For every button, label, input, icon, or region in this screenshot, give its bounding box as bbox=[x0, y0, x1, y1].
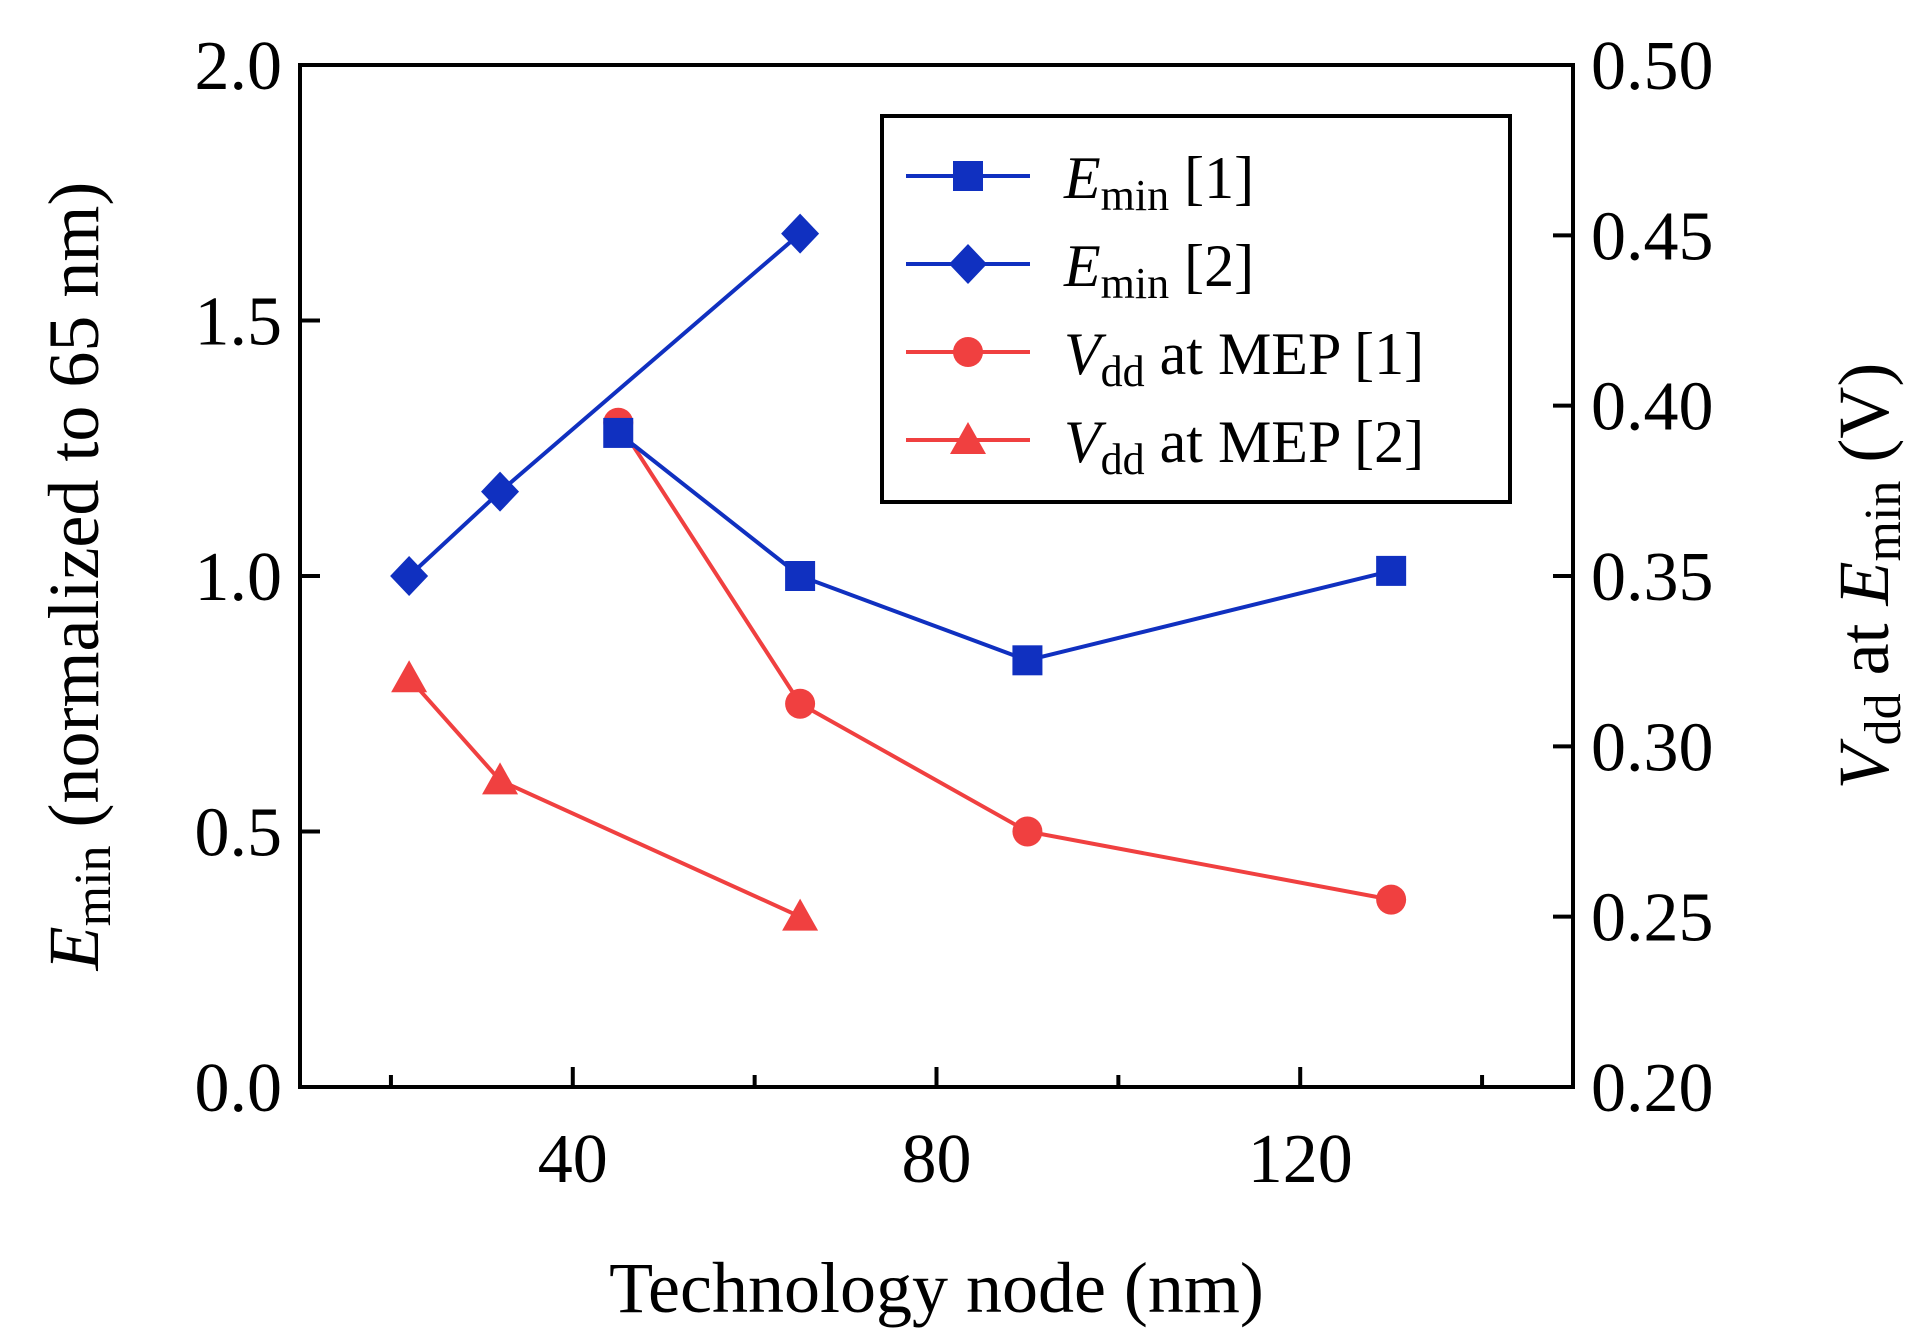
legend-marker-circle bbox=[953, 337, 983, 367]
y2-tick-label: 0.40 bbox=[1591, 369, 1714, 446]
y2-axis-title-sub2: min bbox=[1855, 481, 1912, 562]
x-tick-label: 80 bbox=[902, 1121, 972, 1198]
legend-label-var: V bbox=[1064, 321, 1107, 387]
y2-tick-label: 0.50 bbox=[1591, 28, 1714, 105]
data-point-diamond bbox=[390, 556, 429, 596]
y2-tick-label: 0.20 bbox=[1591, 1050, 1714, 1127]
legend-entry: Vdd at MEP [2] bbox=[906, 409, 1424, 484]
y2-tick-label: 0.35 bbox=[1591, 539, 1714, 616]
y-tick-label: 1.0 bbox=[195, 539, 283, 616]
y2-axis-title: Vdd at Emin (V) bbox=[1824, 363, 1912, 790]
data-point-diamond bbox=[781, 213, 820, 254]
data-point-triangle bbox=[391, 660, 428, 693]
y-axis-title-rest: (normalized to 65 nm) bbox=[34, 182, 114, 846]
legend-label: Vdd at MEP [2] bbox=[1064, 409, 1424, 484]
y-tick-label: 2.0 bbox=[195, 28, 283, 105]
legend-marker-triangle bbox=[950, 422, 986, 454]
legend-label-rest: [1] bbox=[1169, 145, 1254, 211]
y-axis-title: Emin (normalized to 65 nm) bbox=[34, 182, 122, 972]
legend: Emin [1]Emin [2]Vdd at MEP [1]Vdd at MEP… bbox=[880, 114, 1512, 504]
series-line-2 bbox=[616, 421, 1392, 902]
axis-ticks: 40 80 120 0.0 0.5 1.0 1.5 2.0 0.20 0.25 0.30 0.35 0.… bbox=[195, 28, 1714, 1198]
legend-label-sub: min bbox=[1101, 259, 1169, 308]
legend-entry: Emin [1] bbox=[906, 145, 1254, 220]
series-line-1 bbox=[407, 232, 802, 578]
y2-axis-title-var1: V bbox=[1824, 738, 1904, 789]
y-axis-title-var: E bbox=[34, 926, 114, 971]
series-markers bbox=[390, 213, 1407, 931]
data-point-square bbox=[1012, 645, 1043, 676]
data-point-square bbox=[785, 561, 816, 591]
legend-label-rest: [2] bbox=[1169, 233, 1254, 299]
legend-label-sub: dd bbox=[1101, 347, 1145, 396]
series-line-0 bbox=[617, 431, 1392, 663]
y-tick-label: 1.5 bbox=[195, 284, 283, 361]
y2-axis-title-var2: E bbox=[1824, 561, 1904, 606]
data-point-diamond bbox=[481, 471, 520, 512]
legend-label-rest: at MEP [1] bbox=[1145, 321, 1424, 387]
x-tick-label: 120 bbox=[1248, 1121, 1353, 1198]
legend-marker-diamond bbox=[949, 244, 987, 284]
y2-tick-label: 0.30 bbox=[1591, 709, 1714, 786]
legend-label-var: E bbox=[1063, 145, 1101, 211]
legend-box bbox=[880, 114, 1512, 504]
y-tick-label: 0.0 bbox=[195, 1050, 283, 1127]
y2-axis-title-mid: at bbox=[1824, 605, 1904, 693]
legend-entry: Emin [2] bbox=[906, 233, 1254, 308]
legend-label-var: V bbox=[1064, 409, 1107, 475]
legend-label: Emin [1] bbox=[1063, 145, 1254, 220]
data-point-triangle bbox=[482, 762, 519, 795]
data-point-circle bbox=[1012, 816, 1043, 847]
y2-axis-title-rest: (V) bbox=[1824, 363, 1904, 481]
y-axis-title-sub: min bbox=[65, 845, 122, 926]
data-point-square bbox=[603, 417, 634, 448]
data-point-triangle bbox=[782, 898, 819, 931]
data-point-square bbox=[1376, 555, 1407, 586]
series-lines bbox=[407, 232, 1392, 919]
y2-tick-label: 0.45 bbox=[1591, 198, 1714, 275]
legend-label-var: E bbox=[1063, 233, 1101, 299]
y-tick-label: 0.5 bbox=[195, 795, 283, 872]
legend-label: Emin [2] bbox=[1063, 233, 1254, 308]
legend-entry: Vdd at MEP [1] bbox=[906, 321, 1424, 396]
x-axis-title: Technology node (nm) bbox=[609, 1248, 1264, 1328]
legend-label: Vdd at MEP [1] bbox=[1064, 321, 1424, 396]
legend-label-sub: dd bbox=[1101, 435, 1145, 484]
y2-tick-label: 0.25 bbox=[1591, 880, 1714, 957]
x-tick-label: 40 bbox=[538, 1121, 608, 1198]
legend-label-rest: at MEP [2] bbox=[1145, 409, 1424, 475]
y2-axis-title-sub1: dd bbox=[1855, 693, 1912, 745]
data-point-circle bbox=[1376, 884, 1407, 915]
data-point-circle bbox=[785, 688, 816, 719]
series-line-3 bbox=[407, 676, 801, 919]
legend-marker-square bbox=[953, 161, 983, 191]
legend-label-sub: min bbox=[1101, 171, 1169, 220]
